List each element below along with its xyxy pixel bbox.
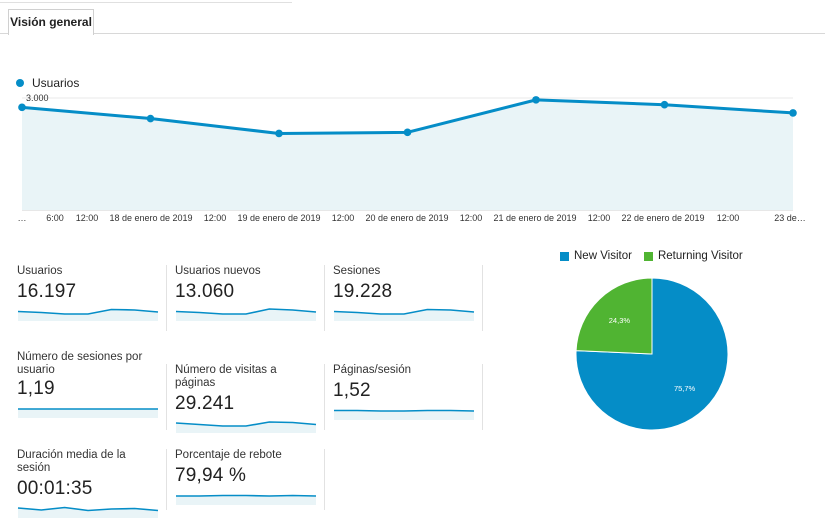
metric-divider [166,449,167,510]
x-tick-label: 12:00 [76,213,99,223]
metric-bounce-rate[interactable]: Porcentaje de rebote 79,94 % [175,449,320,505]
metric-new-users[interactable]: Usuarios nuevos 13.060 [175,265,320,321]
metric-avg-session-duration[interactable]: Duración media de la sesión 00:01:35 [17,449,162,518]
x-tick-label: 12:00 [717,213,740,223]
sparkline-line [176,496,316,497]
x-tick-label: 12:00 [588,213,611,223]
metric-sparkline [333,404,475,420]
metric-label: Usuarios nuevos [175,265,320,278]
metric-label: Usuarios [17,265,162,278]
metric-sparkline [17,502,159,518]
metric-label: Sesiones [333,265,478,278]
data-point[interactable] [789,109,797,117]
metric-divider [324,364,325,430]
legend-swatch-icon [560,252,569,261]
metric-value: 79,94 % [175,465,320,487]
data-point[interactable] [404,129,412,137]
metric-pages-per-session[interactable]: Páginas/sesión 1,52 [333,364,478,420]
x-tick-label: 21 de enero de 2019 [493,213,576,223]
metric-value: 1,19 [17,378,157,400]
metric-sparkline [175,305,317,321]
sparkline-area [176,496,316,506]
sparkline-line [334,411,474,412]
legend-label: New Visitor [574,250,632,262]
sparkline-area [18,409,158,418]
metric-value: 00:01:35 [17,478,162,500]
metric-value: 1,52 [333,380,478,402]
sparkline-area [334,411,474,421]
metric-sessions[interactable]: Sesiones 19.228 [333,265,478,321]
x-tick-label: 22 de enero de 2019 [621,213,704,223]
metric-label: Número de sesiones por usuario [17,351,157,377]
legend-item-new-visitor[interactable]: New Visitor [560,250,632,262]
x-tick-label: 12:00 [460,213,483,223]
data-point[interactable] [275,130,283,138]
x-tick-label: 12:00 [204,213,227,223]
data-point[interactable] [18,104,26,112]
sparkline-area [334,310,474,322]
metric-label: Páginas/sesión [333,364,478,377]
metric-divider [166,265,167,331]
metric-divider [482,364,483,430]
metric-divider [482,265,483,331]
pie-legend[interactable]: New Visitor Returning Visitor [560,250,755,262]
metric-sparkline [17,305,159,321]
line-chart-legend[interactable]: Usuarios [16,76,79,90]
legend-label: Returning Visitor [658,250,743,262]
metric-pageviews[interactable]: Número de visitas a páginas 29.241 [175,364,320,433]
sparkline-area [18,310,158,322]
metric-label: Duración media de la sesión [17,449,162,475]
metric-sparkline [175,417,317,433]
metric-value: 16.197 [17,281,162,303]
y-tick-label: 3.000 [26,93,49,103]
metric-value: 13.060 [175,281,320,303]
series-dot-icon [16,79,24,87]
x-tick-label: 23 de… [774,213,806,223]
x-tick-label: … [18,213,27,223]
x-tick-label: 6:00 [46,213,64,223]
legend-label-usuarios: Usuarios [32,76,79,90]
metric-sparkline [175,489,317,505]
x-tick-label: 12:00 [332,213,355,223]
pie-slice-label: 75,7% [674,384,696,393]
metric-sparkline [333,305,475,321]
data-point[interactable] [147,115,155,123]
metric-divider [324,265,325,331]
metric-sparkline [17,402,159,418]
metric-value: 19.228 [333,281,478,303]
x-tick-label: 20 de enero de 2019 [365,213,448,223]
metric-divider [166,364,167,430]
legend-item-returning-visitor[interactable]: Returning Visitor [644,250,743,262]
pie-slice-label: 24,3% [609,316,631,325]
metric-value: 29.241 [175,393,320,415]
data-point[interactable] [661,101,669,109]
tab-overview[interactable]: Visión general [8,9,94,35]
x-tick-label: 18 de enero de 2019 [109,213,192,223]
tab-bar-line [0,33,825,34]
metric-users[interactable]: Usuarios 16.197 [17,265,162,321]
metric-divider [324,449,325,510]
metric-label: Número de visitas a páginas [175,364,320,390]
x-tick-label: 19 de enero de 2019 [237,213,320,223]
visitor-type-pie-chart: 75,7% 24,3% [560,270,760,440]
legend-swatch-icon [644,252,653,261]
data-point[interactable] [532,96,540,104]
top-divider [0,0,292,3]
metric-label: Porcentaje de rebote [175,449,320,462]
metric-sessions-per-user[interactable]: Número de sesiones por usuario 1,19 [17,351,157,418]
